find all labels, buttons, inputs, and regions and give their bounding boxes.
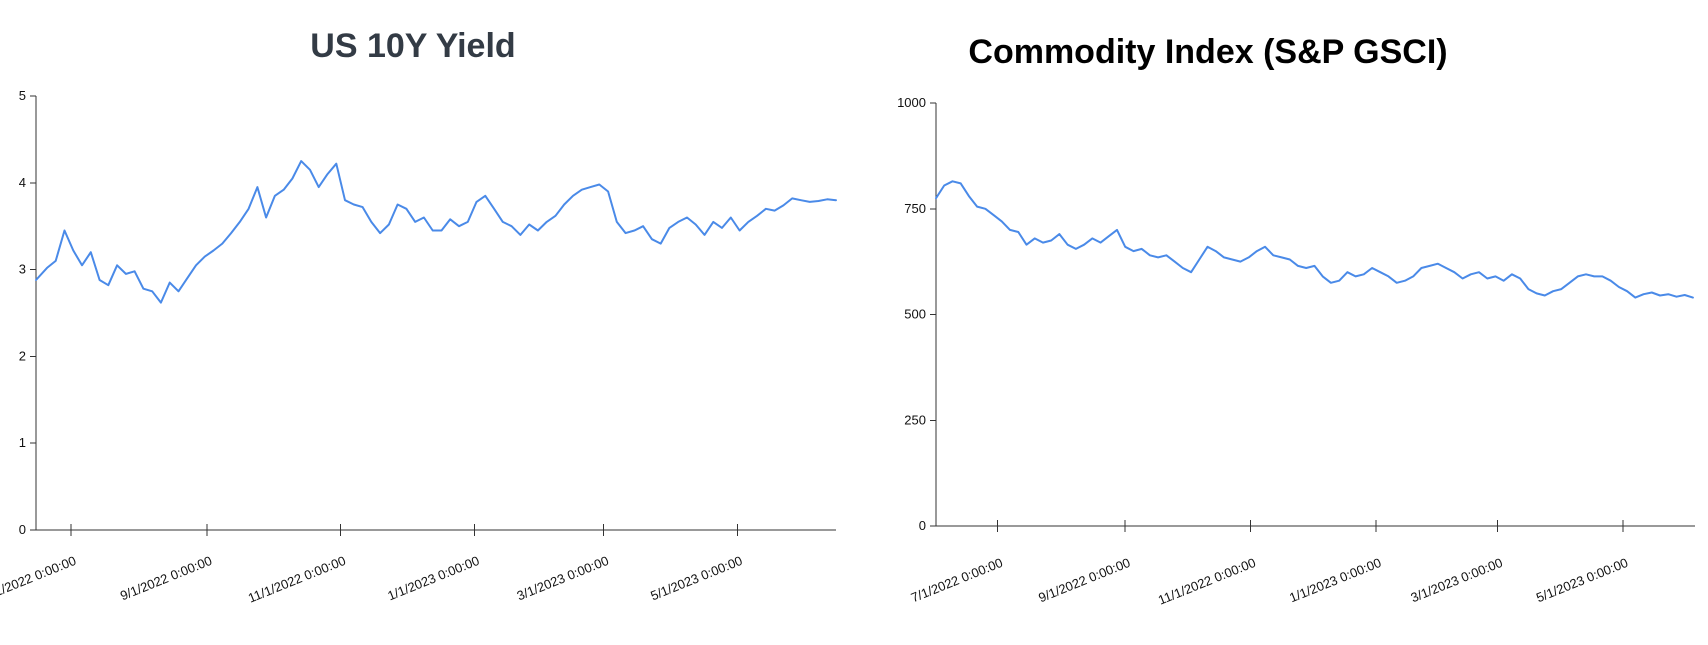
y-tick-label: 3 bbox=[19, 262, 26, 277]
x-tick-label: 1/1/2023 0:00:00 bbox=[385, 553, 481, 603]
x-tick-label: 5/1/2023 0:00:00 bbox=[648, 553, 744, 603]
series-line bbox=[35, 160, 837, 304]
x-tick-label: 5/1/2023 0:00:00 bbox=[1534, 555, 1630, 605]
y-tick-label: 5 bbox=[19, 88, 26, 103]
chart-title-commodity-index: Commodity Index (S&P GSCI) bbox=[968, 33, 1447, 71]
y-tick-label: 4 bbox=[19, 175, 26, 190]
x-tick-label: 1/1/2023 0:00:00 bbox=[1287, 555, 1383, 605]
chart-commodity-index: Commodity Index (S&P GSCI) 0 250 500 750 100… bbox=[897, 33, 1695, 608]
y-tick-label: 500 bbox=[904, 307, 926, 322]
x-tick-label: 9/1/2022 0:00:00 bbox=[1036, 555, 1132, 605]
y-tick-label: 0 bbox=[19, 522, 26, 537]
y-tick-label: 0 bbox=[919, 518, 926, 533]
x-tick-label: 9/1/2022 0:00:00 bbox=[118, 553, 214, 603]
y-tick-label: 250 bbox=[904, 412, 926, 427]
y-tick-label: 1000 bbox=[897, 95, 926, 110]
y-tick-label: 1 bbox=[19, 435, 26, 450]
chart-us-10y-yield: US 10Y Yield 0 1 2 3 4 5 7/1/2022 0:00:00 9/1/2… bbox=[0, 27, 837, 606]
chart-title-us-10y-yield: US 10Y Yield bbox=[310, 27, 515, 65]
x-tick-label: 3/1/2023 0:00:00 bbox=[1409, 555, 1505, 605]
x-tick-label: 11/1/2022 0:00:00 bbox=[1156, 555, 1258, 608]
y-tick-label: 750 bbox=[904, 201, 926, 216]
x-tick-label: 7/1/2022 0:00:00 bbox=[909, 555, 1005, 605]
series-line bbox=[935, 180, 1694, 299]
x-tick-label: 3/1/2023 0:00:00 bbox=[515, 553, 611, 603]
x-tick-label: 11/1/2022 0:00:00 bbox=[246, 553, 348, 606]
x-tick-label: 7/1/2022 0:00:00 bbox=[0, 553, 78, 603]
y-tick-label: 2 bbox=[19, 348, 26, 363]
